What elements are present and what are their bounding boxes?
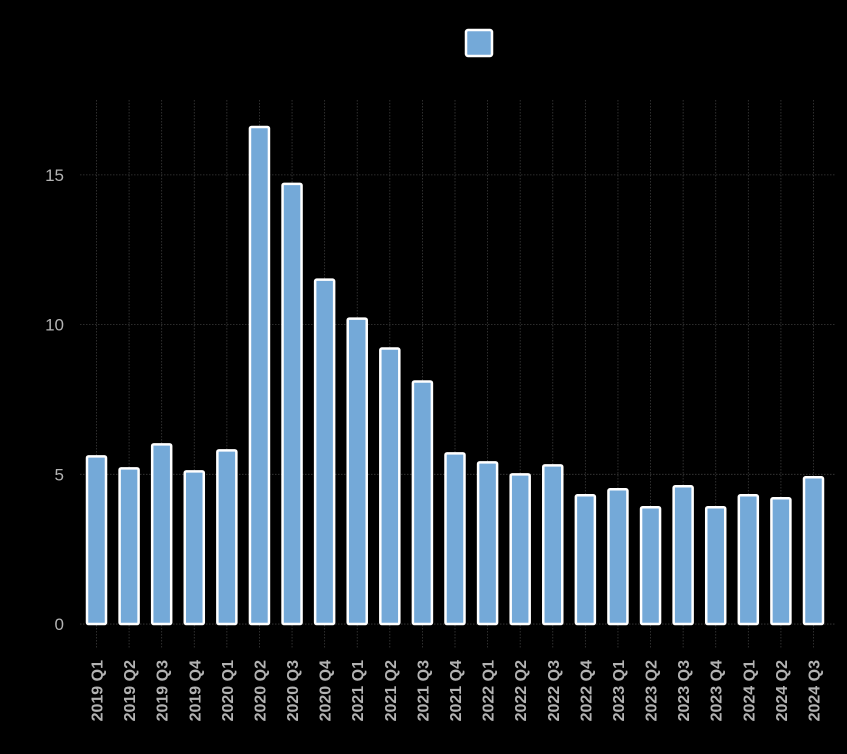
x-tick-label: 2020 Q1 bbox=[220, 660, 237, 721]
x-tick-label: 2019 Q1 bbox=[90, 660, 107, 721]
legend bbox=[464, 28, 494, 58]
bar-2023-q4 bbox=[704, 506, 727, 626]
y-axis-ticks: 0 5 10 15 bbox=[45, 166, 64, 634]
x-tick-label: 2020 Q2 bbox=[252, 660, 269, 721]
legend-swatch bbox=[464, 28, 494, 58]
x-tick-label: 2019 Q3 bbox=[155, 660, 172, 721]
x-tick-label: 2020 Q4 bbox=[318, 660, 335, 721]
y-tick-label: 0 bbox=[55, 615, 64, 634]
bars-layer bbox=[85, 125, 825, 626]
x-tick-label: 2021 Q4 bbox=[448, 660, 465, 721]
bar-2019-q1 bbox=[85, 455, 108, 626]
bar-2024-q1 bbox=[737, 494, 760, 626]
bar-2021-q3 bbox=[411, 380, 434, 626]
bar-2020-q3 bbox=[281, 182, 303, 626]
bar-2023-q3 bbox=[672, 485, 694, 626]
x-tick-label: 2023 Q1 bbox=[611, 660, 628, 721]
bar-2024-q2 bbox=[770, 497, 792, 626]
x-tick-label: 2024 Q2 bbox=[774, 660, 791, 721]
bar-2019-q2 bbox=[118, 467, 140, 626]
bar-2021-q4 bbox=[444, 452, 466, 626]
x-tick-label: 2022 Q1 bbox=[481, 660, 498, 721]
bar-2022-q3 bbox=[542, 464, 564, 626]
bar-2022-q2 bbox=[509, 473, 531, 626]
bar-2019-q4 bbox=[183, 470, 206, 626]
x-tick-label: 2024 Q3 bbox=[807, 660, 824, 721]
y-tick-label: 10 bbox=[45, 316, 64, 335]
x-tick-label: 2020 Q3 bbox=[285, 660, 302, 721]
bar-2023-q2 bbox=[639, 506, 662, 626]
y-tick-label: 5 bbox=[55, 465, 64, 484]
bar-2020-q2 bbox=[248, 125, 271, 626]
bar-2024-q3 bbox=[802, 476, 825, 626]
bar-2023-q1 bbox=[607, 488, 629, 626]
x-tick-label: 2021 Q3 bbox=[415, 660, 432, 721]
x-tick-label: 2023 Q2 bbox=[644, 660, 661, 721]
bar-2021-q1 bbox=[346, 317, 368, 626]
x-tick-label: 2022 Q2 bbox=[513, 660, 530, 721]
bar-2020-q4 bbox=[313, 278, 336, 626]
y-tick-label: 15 bbox=[45, 166, 64, 185]
bar-2020-q1 bbox=[216, 449, 238, 626]
x-tick-label: 2024 Q1 bbox=[741, 660, 758, 721]
bar-2022-q1 bbox=[476, 461, 499, 626]
x-tick-label: 2021 Q2 bbox=[383, 660, 400, 721]
bar-2019-q3 bbox=[150, 443, 173, 626]
bar-2021-q2 bbox=[379, 347, 401, 626]
x-tick-label: 2021 Q1 bbox=[350, 660, 367, 721]
x-tick-label: 2019 Q4 bbox=[187, 660, 204, 721]
x-tick-label: 2023 Q3 bbox=[676, 660, 693, 721]
x-axis-ticks: 2019 Q1 2019 Q2 2019 Q3 2019 Q4 2020 Q1 2020 … bbox=[90, 660, 824, 721]
x-tick-label: 2023 Q4 bbox=[709, 660, 726, 721]
bar-2022-q4 bbox=[574, 494, 597, 626]
x-tick-label: 2022 Q4 bbox=[578, 660, 595, 721]
x-tick-label: 2019 Q2 bbox=[122, 660, 139, 721]
x-tick-label: 2022 Q3 bbox=[546, 660, 563, 721]
